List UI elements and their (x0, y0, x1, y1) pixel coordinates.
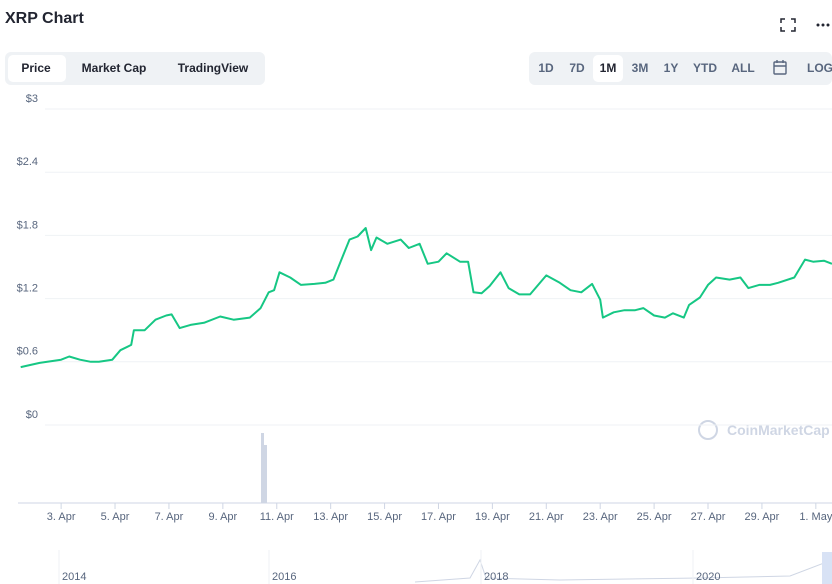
x-tick-label: 23. Apr (583, 511, 618, 523)
y-tick-label: $1.2 (17, 283, 38, 295)
x-tick-label: 29. Apr (744, 511, 779, 523)
x-tick-label: 9. Apr (208, 511, 237, 523)
range-button[interactable]: 3M (632, 61, 649, 75)
x-tick-label: 7. Apr (155, 511, 184, 523)
y-tick-label: $1.8 (17, 219, 38, 231)
x-tick-label: 27. Apr (691, 511, 726, 523)
x-tick-label: 1. May (799, 511, 832, 523)
range-button[interactable]: YTD (693, 61, 717, 75)
tab-active (8, 55, 66, 82)
x-tick-label: 19. Apr (475, 511, 510, 523)
tab[interactable]: Market Cap (82, 61, 147, 75)
range-button[interactable]: LOG (807, 61, 832, 75)
y-tick-label: $0.6 (17, 346, 38, 358)
volume-bar (261, 433, 264, 503)
x-tick-label: 5. Apr (101, 511, 130, 523)
fullscreen-icon[interactable] (780, 18, 796, 32)
y-tick-label: $0 (26, 409, 38, 421)
navigator-label: 2014 (62, 571, 86, 583)
price-line (20, 227, 832, 369)
y-tick-label: $3 (26, 93, 38, 105)
y-tick-label: $2.4 (17, 156, 38, 168)
range-button[interactable]: 1Y (664, 61, 679, 75)
title: XRP Chart (5, 10, 85, 27)
more-icon[interactable] (816, 23, 830, 27)
navigator-label: 2020 (696, 571, 720, 583)
x-tick-label: 15. Apr (367, 511, 402, 523)
range-button[interactable]: ALL (731, 61, 754, 75)
x-tick-label: 17. Apr (421, 511, 456, 523)
x-tick-label: 11. Apr (260, 511, 294, 523)
watermark-text: CoinMarketCap (727, 422, 830, 438)
x-tick-label: 21. Apr (529, 511, 564, 523)
range-button[interactable]: 1D (538, 61, 554, 75)
tab[interactable]: Price (21, 61, 51, 75)
watermark: CoinMarketCap (727, 422, 830, 438)
range-button[interactable]: 7D (569, 61, 585, 75)
range-active (593, 55, 623, 82)
volume-bar (264, 445, 267, 503)
x-tick-label: 13. Apr (313, 511, 348, 523)
navigator-selection (822, 552, 832, 584)
calendar-icon[interactable] (773, 60, 787, 75)
navigator-label: 2018 (484, 571, 508, 583)
x-tick-label: 3. Apr (47, 511, 76, 523)
tab-group (5, 52, 265, 85)
range-button[interactable]: 1M (600, 61, 617, 75)
x-tick-label: 25. Apr (637, 511, 672, 523)
watermark-logo (698, 420, 718, 440)
tab[interactable]: TradingView (178, 61, 249, 75)
navigator-label: 2016 (272, 571, 296, 583)
navigator-line (414, 558, 832, 583)
